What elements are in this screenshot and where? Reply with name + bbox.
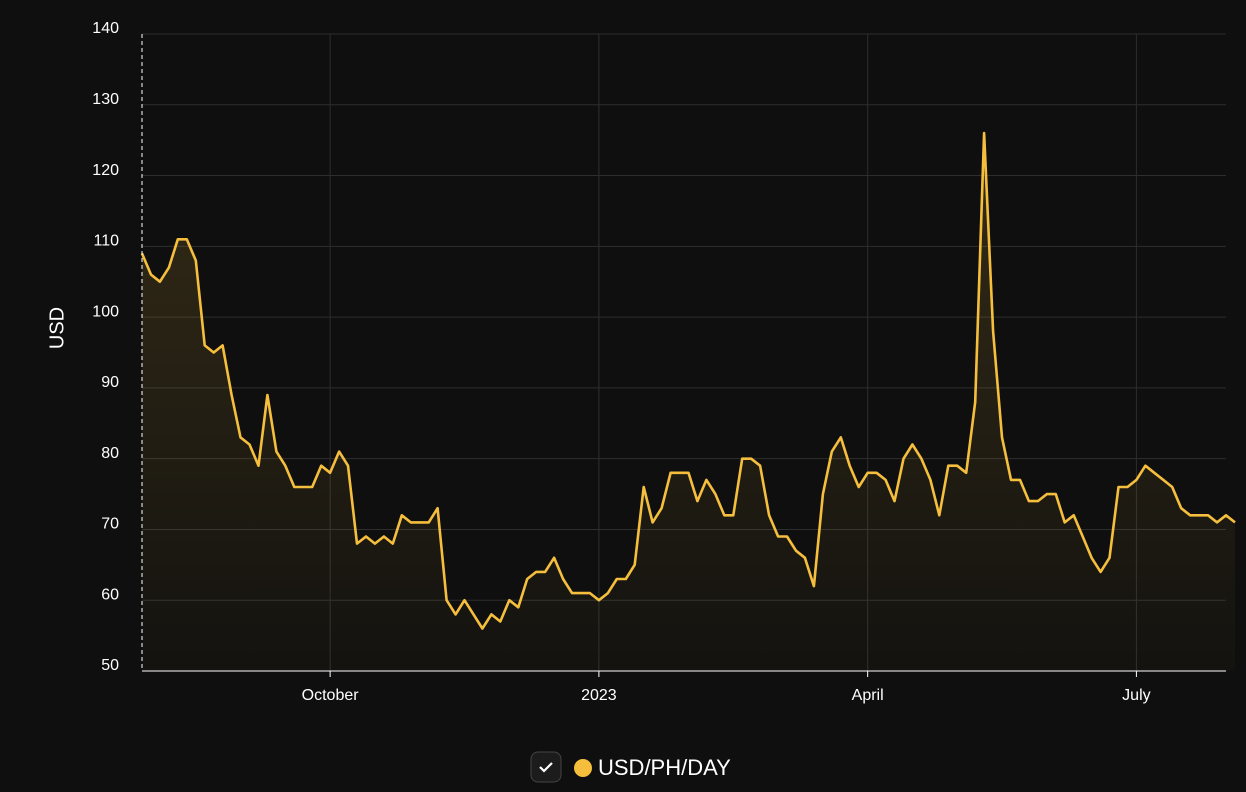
legend: USD/PH/DAY — [530, 751, 731, 783]
x-tick-label: April — [852, 687, 884, 704]
x-tick-label: July — [1122, 687, 1150, 704]
y-tick-label: 90 — [101, 374, 119, 391]
y-tick-label: 120 — [92, 162, 119, 179]
y-tick-label: 80 — [101, 445, 119, 462]
plot — [140, 131, 1236, 672]
y-tick-label: 130 — [92, 91, 119, 108]
legend-checkbox[interactable] — [530, 751, 562, 783]
legend-label: USD/PH/DAY — [598, 755, 731, 780]
y-tick-label: 100 — [92, 303, 119, 320]
y-tick-label: 110 — [93, 233, 119, 250]
y-tick-label: 140 — [92, 20, 119, 37]
x-tick-label: October — [302, 687, 360, 704]
y-tick-label: 60 — [101, 586, 119, 603]
y-tick-label: 70 — [101, 516, 119, 533]
line — [140, 131, 1236, 630]
x-tick-label: 2023 — [581, 687, 617, 704]
check-icon — [539, 762, 553, 773]
y-axis-title: USD — [46, 307, 68, 349]
y-tick-label: 50 — [101, 657, 119, 674]
legend-swatch — [574, 759, 592, 777]
area — [142, 133, 1235, 672]
